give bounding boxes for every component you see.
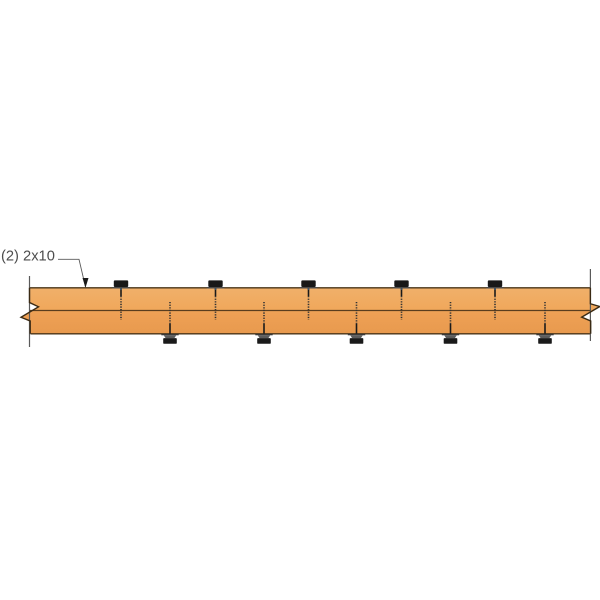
svg-text:(2) 2x10: (2) 2x10 xyxy=(1,248,55,264)
